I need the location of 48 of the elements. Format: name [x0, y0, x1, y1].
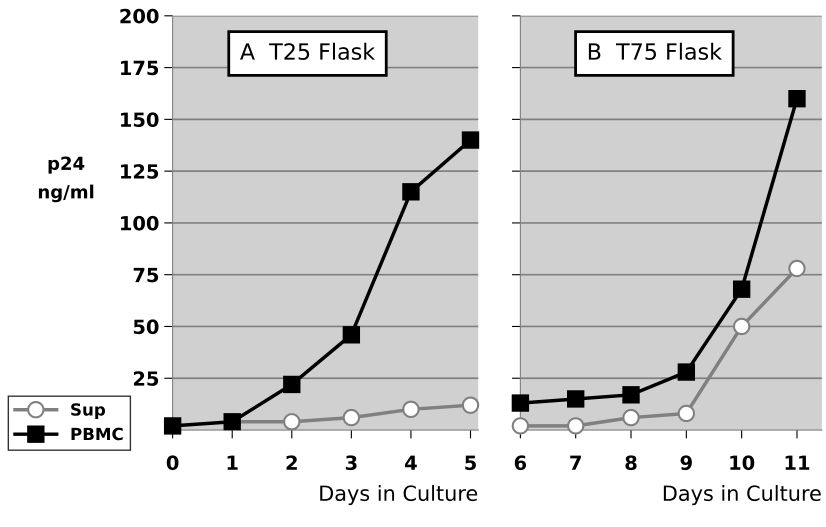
x-axis-title: Days in Culture: [320, 484, 478, 506]
point: [164, 417, 182, 435]
x-tick-label: 6: [514, 455, 526, 470]
point: [678, 404, 696, 422]
y-tick-label: 200: [120, 8, 159, 24]
y-axis-title: p24 ng/ml: [38, 156, 94, 202]
y-tick-label: 150: [121, 112, 159, 128]
text: A T25 Flask: [240, 42, 376, 60]
y-tick-label: 25: [134, 371, 158, 386]
point: [342, 326, 360, 344]
point: [567, 390, 584, 408]
point: [567, 417, 584, 435]
y-tick-label: 175: [121, 60, 158, 76]
point: [462, 131, 480, 149]
point: [342, 408, 360, 426]
point: [788, 260, 806, 278]
point: [788, 90, 806, 108]
point: [732, 318, 750, 336]
x-tick-label: 2: [286, 455, 297, 470]
y-tick-label: 100: [121, 216, 159, 231]
y-tick-label: 50: [134, 319, 159, 334]
x-tick-label: 11: [786, 456, 810, 470]
point: [512, 394, 530, 412]
x-tick-label: 9: [680, 455, 692, 470]
x-tick-label: 0: [166, 455, 178, 470]
point: [462, 396, 480, 414]
y-tick-label: 75: [134, 268, 158, 282]
point: [402, 400, 420, 418]
point: [622, 386, 640, 404]
x-tick-label: 8: [625, 455, 637, 470]
text: B T75 Flask: [588, 42, 722, 60]
y-tick-label: 125: [121, 164, 158, 179]
point: [283, 376, 300, 394]
x-tick-label: 1: [228, 456, 238, 470]
x-tick-label: 7: [570, 456, 581, 470]
point: [732, 280, 750, 298]
point: [402, 183, 420, 201]
x-tick-label: 5: [465, 456, 476, 470]
legend-label: PBMC: [72, 428, 123, 440]
point: [283, 413, 300, 430]
x-tick-label: 4: [405, 456, 417, 470]
legend-label: Sup: [71, 403, 106, 420]
x-tick-label: 3: [346, 455, 357, 470]
point: [512, 417, 530, 435]
point: [678, 363, 696, 381]
x-axis-title: Days in Culture: [664, 484, 821, 506]
x-tick-label: 10: [730, 455, 754, 470]
point: [622, 408, 640, 426]
